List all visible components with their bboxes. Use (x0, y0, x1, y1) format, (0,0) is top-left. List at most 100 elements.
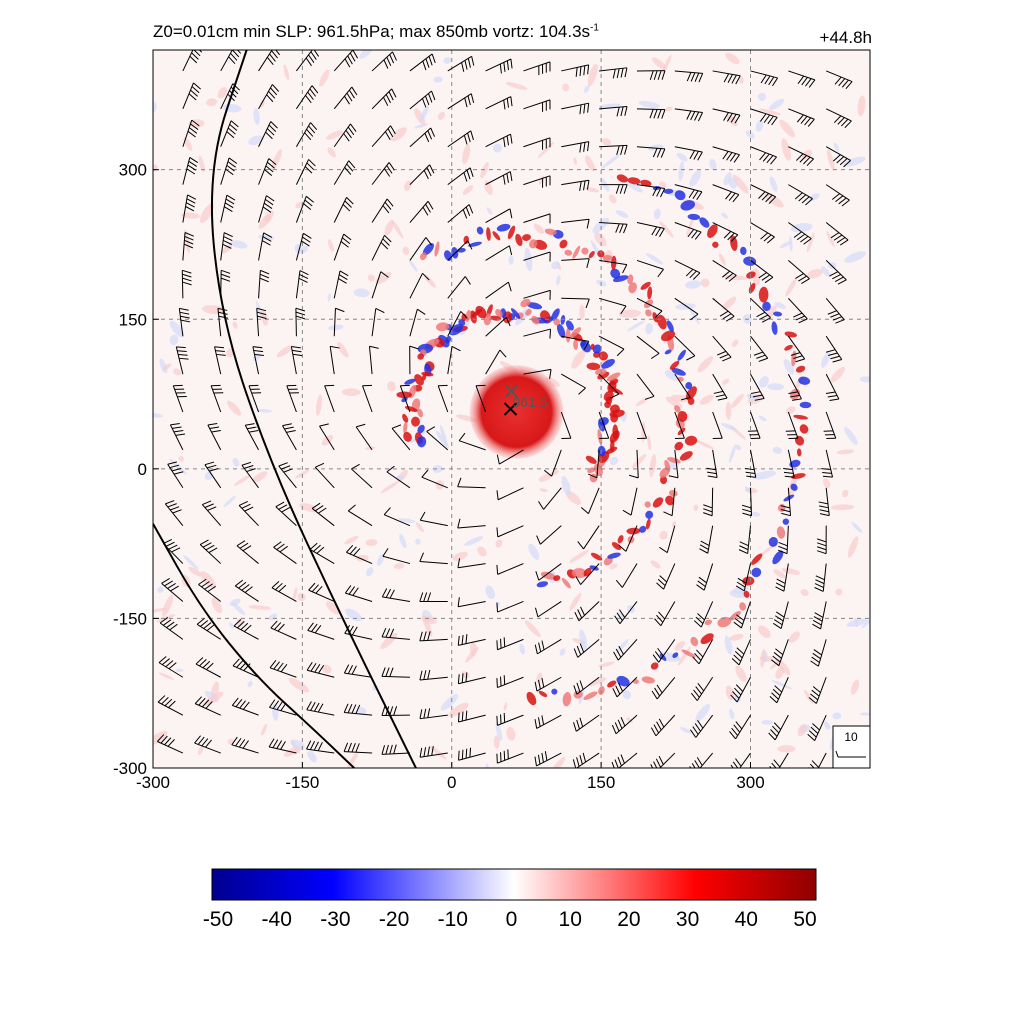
rainband-cell (768, 536, 778, 547)
wind-barb-feather (203, 622, 212, 629)
wind-barb-shaft (698, 639, 714, 665)
wind-barb-shaft (636, 411, 648, 439)
wind-barb-feather (228, 56, 236, 65)
wind-barb-feather (733, 621, 742, 629)
wind-barb-feather (611, 761, 615, 768)
wind-barb-feather (650, 727, 657, 737)
wind-barb-shaft (551, 449, 562, 477)
rainband-cell (739, 602, 747, 611)
wind-barb-shaft (561, 297, 590, 300)
vorticity-patch (728, 177, 738, 189)
wind-barb-feather (292, 353, 303, 357)
wind-barb-feather (295, 315, 306, 320)
wind-barb-shaft (346, 551, 373, 565)
vorticity-patch (725, 401, 732, 420)
wind-barb-shaft (220, 232, 225, 261)
wind-barb-feather (230, 86, 239, 95)
wind-barb-shaft (419, 560, 448, 565)
wind-barb-feather (233, 619, 242, 627)
wind-barb-feather (263, 202, 273, 209)
wind-barb-shaft (458, 676, 486, 685)
wind-barb-feather (269, 699, 276, 708)
wind-barb-shaft (295, 308, 297, 337)
wind-barb-feather (350, 123, 357, 132)
wind-barb-feather (798, 275, 807, 282)
vorticity-patch (609, 456, 619, 466)
wind-barb-shaft (333, 160, 350, 185)
wind-barb-shaft (561, 141, 589, 148)
vorticity-patch (699, 394, 714, 405)
rainband-cell (597, 429, 603, 445)
wind-barb-shaft (214, 346, 222, 375)
wind-barb-feather (658, 718, 665, 728)
wind-barb-shaft (788, 184, 813, 200)
wind-barb-feather (739, 541, 749, 547)
wind-barb-shaft (738, 639, 751, 666)
wind-barb-feather (730, 764, 734, 768)
wind-barb-shaft (674, 297, 699, 315)
wind-barb-feather (661, 109, 666, 119)
wind-barb-feather (386, 165, 393, 174)
rainband-cell (690, 636, 699, 647)
wind-barb-shaft (421, 476, 448, 489)
vorticity-patch (626, 320, 646, 332)
wind-barb-feather (238, 500, 248, 506)
wind-barb-shaft (536, 714, 562, 729)
wind-barb-shaft (371, 198, 388, 223)
wind-barb-feather (722, 313, 732, 320)
wind-barb-feather (801, 278, 810, 285)
colorbar-tick-label: 0 (506, 908, 518, 931)
wind-barb-feather (729, 731, 736, 740)
wind-barb-shaft (817, 752, 827, 768)
wind-barb-shaft (695, 714, 714, 738)
wind-barb-feather (223, 236, 233, 242)
rainband-cell (601, 358, 615, 369)
rainband-cell (628, 282, 637, 294)
wind-barb-feather (335, 307, 345, 313)
wind-barb-feather (178, 354, 188, 356)
wind-barb-shaft (381, 675, 410, 678)
wind-barb-feather (694, 760, 700, 768)
rainband-cell (707, 224, 718, 238)
vorticity-patch (402, 246, 410, 256)
wind-barb-feather (338, 278, 347, 284)
vorticity-patch (739, 76, 744, 84)
wind-barb-feather (311, 502, 321, 509)
wind-barb-feather (299, 273, 309, 279)
wind-barb-feather (239, 542, 249, 549)
wind-barb-feather (812, 723, 820, 731)
vorticity-patch (390, 127, 407, 142)
wind-barb-feather (697, 720, 704, 729)
wind-barb-feather (262, 236, 272, 242)
vorticity-patch (735, 665, 747, 682)
vorticity-patch (732, 174, 749, 194)
wind-barb-feather (656, 684, 663, 694)
wind-barb-feather (812, 652, 821, 660)
wind-barb-shaft (169, 424, 184, 451)
wind-barb-feather (761, 274, 771, 281)
wind-barb-shaft (371, 271, 382, 299)
wind-barb-shaft (536, 752, 562, 767)
wind-barb-feather (575, 576, 582, 585)
wind-barb-shaft (485, 96, 512, 110)
wind-barb-shaft (739, 752, 751, 768)
wind-barb-feather (832, 154, 841, 162)
wind-barb-feather (583, 65, 586, 76)
wind-barb-feather (654, 651, 662, 660)
wind-barb-shaft (409, 200, 429, 223)
wind-barb-feather (386, 465, 395, 473)
wind-barb-feather (351, 86, 358, 96)
wind-barb-feather (793, 231, 802, 238)
wind-barb-shaft (344, 632, 373, 640)
wind-barb-feather (193, 82, 201, 90)
wind-barb-feather (202, 542, 212, 548)
wind-barb-shaft (616, 676, 638, 698)
rainband-cell (669, 360, 680, 370)
wind-barb-feather (467, 132, 471, 143)
wind-barb-feather (220, 277, 231, 282)
wind-barb-shaft (362, 385, 373, 413)
wind-barb-shaft (636, 449, 639, 478)
wind-barb-feather (343, 703, 349, 713)
eyewall-core (469, 365, 564, 459)
wind-barb-feather (723, 73, 730, 83)
